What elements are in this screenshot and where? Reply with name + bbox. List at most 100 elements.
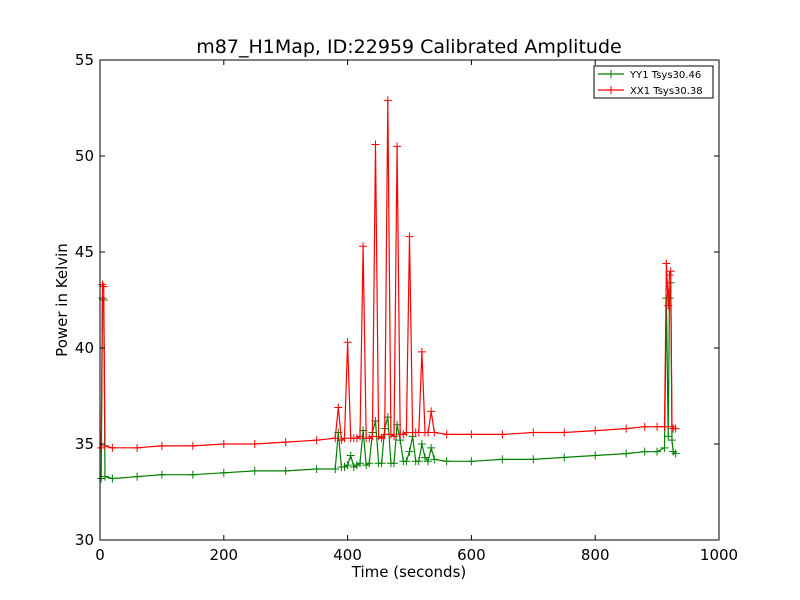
y-tick-label: 40 [75, 339, 94, 357]
legend-label: XX1 Tsys30.38 [630, 86, 703, 97]
legend-box [593, 65, 714, 99]
data-point [442, 430, 451, 439]
series-line [100, 100, 676, 449]
data-point [97, 474, 106, 483]
y-axis-label: Power in Kelvin [53, 243, 71, 357]
data-point [660, 443, 669, 452]
legend-marker [607, 70, 615, 78]
x-tick-label: 0 [95, 546, 105, 564]
x-tick-label: 800 [581, 546, 610, 564]
data-point [660, 422, 669, 431]
data-point [424, 457, 433, 466]
data-point [664, 301, 673, 310]
y-tick-label: 55 [75, 51, 94, 69]
data-point [355, 459, 364, 468]
data-point [108, 474, 117, 483]
data-point [427, 443, 436, 452]
data-point [640, 422, 649, 431]
data-point [312, 436, 321, 445]
data-point [529, 428, 538, 437]
data-point [359, 242, 368, 251]
data-point [312, 464, 321, 473]
data-point [591, 451, 600, 460]
data-point [331, 434, 340, 443]
data-point [188, 441, 197, 450]
data-point [665, 271, 674, 280]
data-point [467, 457, 476, 466]
data-point [331, 464, 340, 473]
axes-frame [99, 59, 720, 541]
data-point [442, 457, 451, 466]
data-point [667, 436, 676, 445]
data-point [560, 428, 569, 437]
series-2 [97, 96, 680, 452]
data-point [417, 440, 426, 448]
data-point [402, 457, 411, 466]
data-point [640, 447, 649, 456]
data-point [498, 430, 507, 439]
data-point [653, 447, 662, 456]
legend-label: YY1 Tsys30.46 [629, 70, 701, 81]
data-point [467, 430, 476, 439]
x-tick-label: 1000 [700, 546, 738, 564]
data-point [653, 422, 662, 431]
data-point [498, 455, 507, 464]
data-point [355, 432, 364, 441]
data-point [560, 453, 569, 462]
axis-ticks: 0 200 400 600 800 1000 30 35 40 45 50 55 [75, 51, 738, 564]
data-point [371, 140, 380, 149]
x-tick-label: 200 [209, 546, 238, 564]
y-tick-label: 45 [75, 243, 94, 261]
data-point [664, 432, 673, 441]
data-point [622, 424, 631, 433]
data-point [667, 422, 676, 431]
data-point [591, 426, 600, 435]
chart-title: m87_H1Map, ID:22959 Calibrated Amplitude [196, 36, 621, 58]
data-point [671, 424, 680, 433]
data-point [390, 459, 399, 468]
data-point [108, 443, 117, 452]
data-point [334, 403, 343, 412]
data-point [281, 466, 290, 475]
data-point [219, 440, 228, 448]
data-point [100, 441, 109, 450]
data-point [188, 470, 197, 479]
data-point [281, 438, 290, 447]
data-point [100, 472, 109, 481]
data-point [430, 428, 439, 437]
data-point [219, 468, 228, 477]
y-tick-label: 50 [75, 147, 94, 165]
legend: YY1 Tsys30.46 XX1 Tsys30.38 [593, 65, 714, 99]
data-point [662, 259, 671, 268]
series-1 [97, 278, 680, 483]
data-point [529, 455, 538, 464]
data-point [405, 232, 414, 241]
data-point [157, 470, 166, 479]
data-point [377, 459, 386, 468]
x-tick-label: 400 [333, 546, 362, 564]
data-point [414, 457, 423, 466]
data-point [133, 472, 142, 481]
data-point [133, 443, 142, 452]
data-point [666, 267, 675, 276]
data-point [250, 440, 259, 448]
data-point [665, 294, 674, 303]
data-point [390, 432, 399, 441]
y-tick-label: 30 [75, 531, 94, 549]
data-point [343, 461, 352, 470]
data-point [157, 441, 166, 450]
data-point [417, 347, 426, 356]
legend-marker [607, 86, 615, 94]
data-point [427, 407, 436, 416]
y-tick-label: 35 [75, 435, 94, 453]
x-tick-label: 600 [457, 546, 486, 564]
data-point [365, 459, 374, 468]
data-point [405, 447, 414, 456]
x-axis-label: Time (seconds) [351, 563, 467, 581]
data-point [393, 142, 402, 151]
data-point [346, 451, 355, 460]
data-point [671, 449, 680, 458]
data-point [430, 455, 439, 464]
data-point [97, 443, 106, 452]
